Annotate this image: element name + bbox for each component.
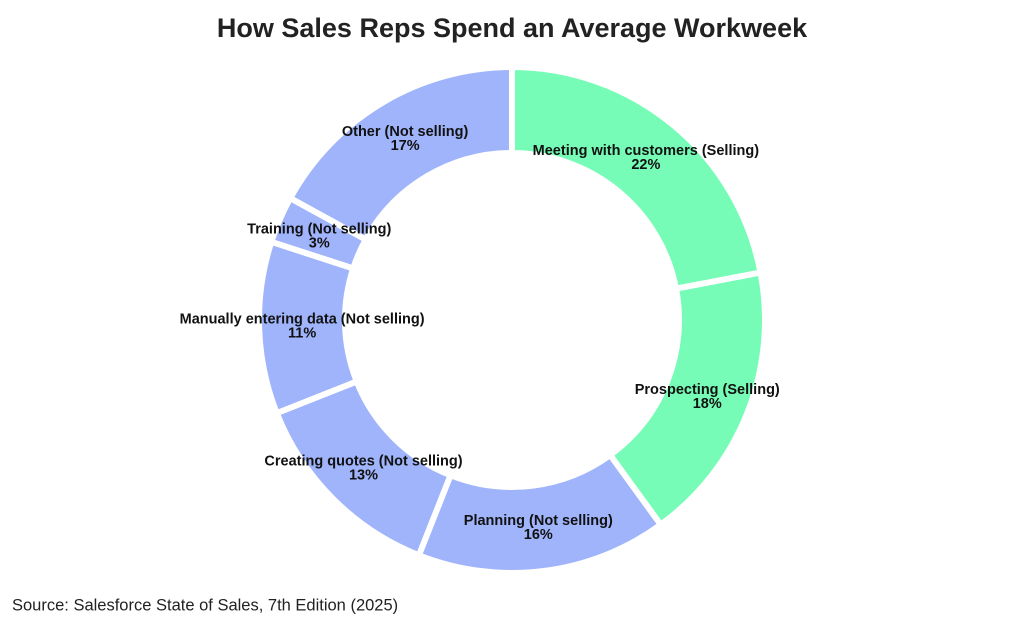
donut-slice bbox=[287, 64, 515, 243]
donut-slice bbox=[509, 64, 764, 292]
slice-label: Creating quotes (Not selling) bbox=[264, 453, 462, 469]
slice-value-label: 18% bbox=[693, 396, 722, 412]
slice-value-label: 13% bbox=[349, 467, 378, 483]
slice-label: Training (Not selling) bbox=[247, 221, 391, 237]
slice-value-label: 11% bbox=[288, 325, 316, 341]
slice-label: Meeting with customers (Selling) bbox=[533, 143, 760, 159]
slice-value-label: 3% bbox=[309, 235, 330, 251]
slice-value-label: 17% bbox=[391, 138, 420, 154]
slice-label: Prospecting (Selling) bbox=[635, 382, 780, 398]
slice-label: Other (Not selling) bbox=[342, 124, 469, 140]
slice-label: Manually entering data (Not selling) bbox=[180, 311, 425, 327]
chart-title: How Sales Reps Spend an Average Workweek bbox=[217, 13, 808, 43]
slice-value-label: 16% bbox=[524, 527, 553, 543]
slice-value-label: 22% bbox=[631, 157, 660, 173]
source-note: Source: Salesforce State of Sales, 7th E… bbox=[12, 596, 398, 614]
slice-label: Planning (Not selling) bbox=[464, 513, 613, 529]
